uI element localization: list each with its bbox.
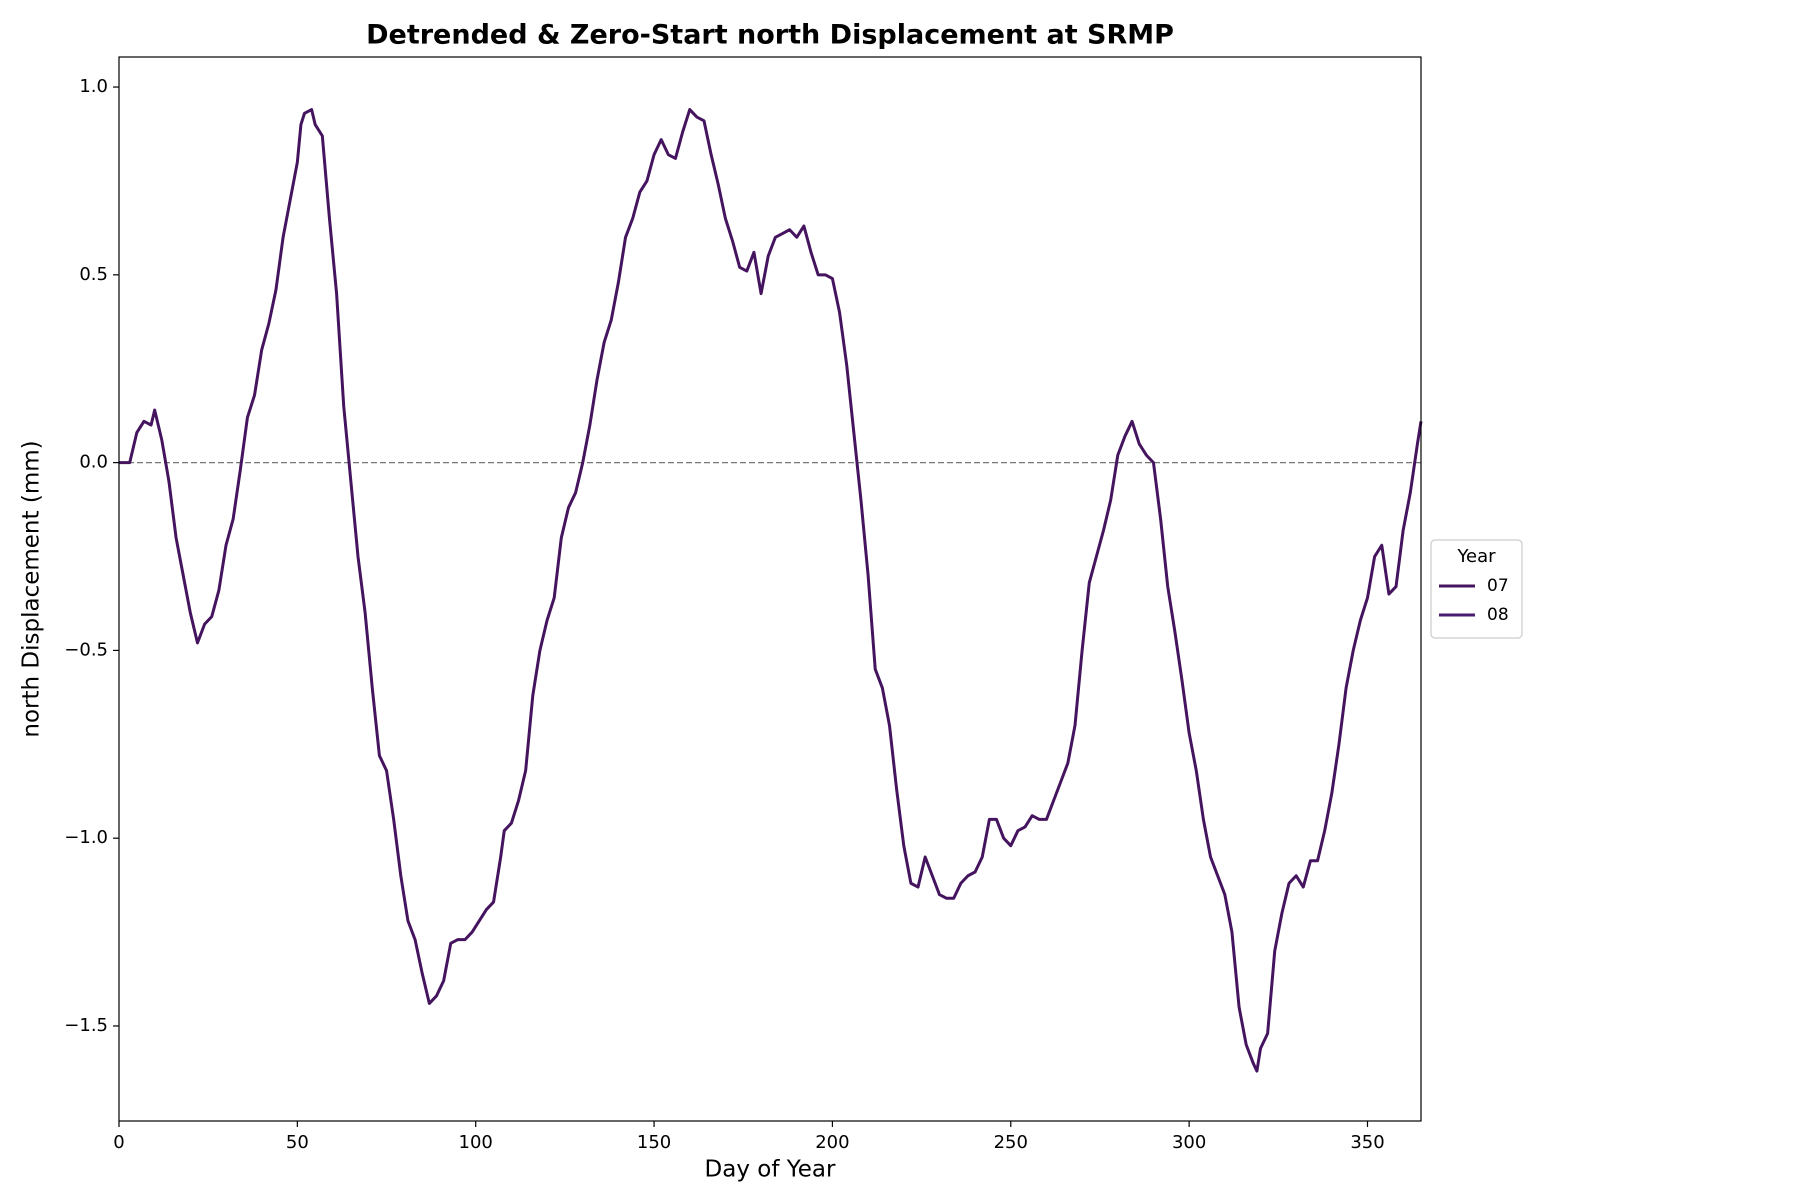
x-tick-label: 300 bbox=[1172, 1132, 1206, 1153]
series-line bbox=[119, 108, 1423, 1073]
x-tick-label: 200 bbox=[815, 1132, 849, 1153]
x-tick-label: 0 bbox=[113, 1132, 124, 1153]
y-tick-label: −0.5 bbox=[64, 639, 108, 660]
legend-label: 08 bbox=[1487, 605, 1509, 625]
y-tick-label: −1.5 bbox=[64, 1015, 108, 1036]
x-tick-label: 250 bbox=[994, 1132, 1028, 1153]
chart-title: Detrended & Zero-Start north Displacemen… bbox=[366, 20, 1174, 51]
legend-label: 07 bbox=[1487, 576, 1509, 596]
x-tick-label: 150 bbox=[637, 1132, 671, 1153]
y-axis-label: north Displacement (mm) bbox=[19, 440, 45, 737]
x-tick-label: 100 bbox=[459, 1132, 493, 1153]
y-tick-label: 0.5 bbox=[79, 264, 108, 285]
x-axis-label: Day of Year bbox=[705, 1157, 836, 1183]
y-tick-label: 1.0 bbox=[79, 76, 108, 97]
y-tick-label: 0.0 bbox=[79, 452, 108, 473]
legend-title: Year bbox=[1456, 546, 1496, 567]
plot-frame bbox=[118, 56, 1422, 1122]
x-tick-label: 50 bbox=[286, 1132, 309, 1153]
y-tick-label: −1.0 bbox=[64, 827, 108, 848]
x-tick-label: 350 bbox=[1350, 1132, 1384, 1153]
